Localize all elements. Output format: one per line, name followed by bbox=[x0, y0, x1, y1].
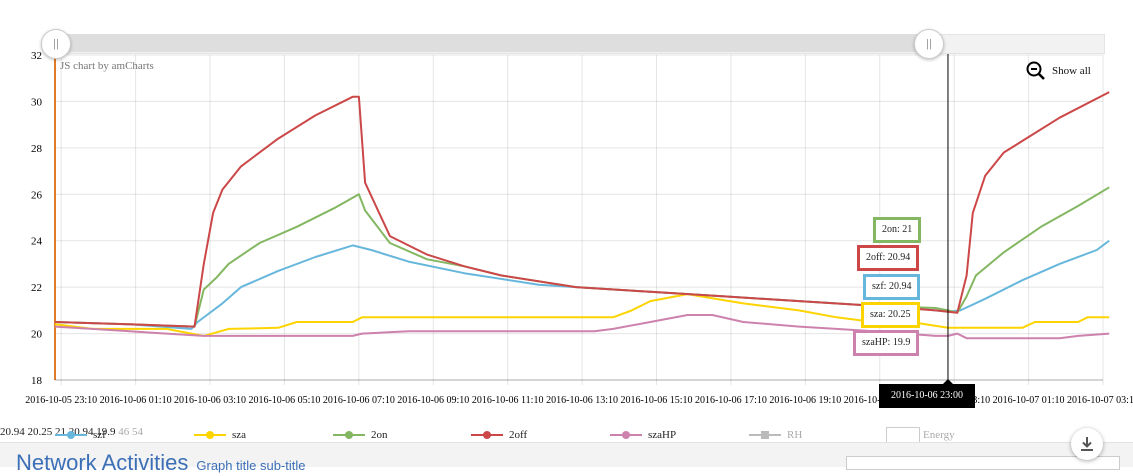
balloon-2on: 2on: 21 bbox=[873, 217, 922, 243]
balloon-sza: sza: 20.25 bbox=[861, 302, 920, 328]
legend-label-sza: sza bbox=[232, 429, 247, 441]
x-tick-label: 2016-10-05 23:10 bbox=[25, 395, 97, 406]
chart-credit[interactable]: JS chart by amCharts bbox=[60, 60, 154, 72]
legend-marker-sza bbox=[194, 431, 226, 439]
scrollbar-left-grip[interactable]: || bbox=[41, 29, 71, 59]
series-line-szaHP bbox=[54, 314, 1110, 340]
show-all-button[interactable]: Show all bbox=[1026, 60, 1091, 82]
download-button[interactable] bbox=[1071, 428, 1103, 460]
balloon-2off: 2off: 20.94 bbox=[857, 245, 920, 271]
legend-item-RH[interactable]: RH bbox=[749, 426, 802, 444]
x-tick-label: 2016-10-06 15:10 bbox=[621, 395, 693, 406]
section-title: Network Activities Graph title sub-title bbox=[16, 450, 306, 476]
legend-item-szf[interactable]: szf bbox=[55, 426, 106, 444]
y-tick-label: 30 bbox=[31, 96, 43, 108]
y-tick-label: 20 bbox=[31, 329, 43, 341]
y-tick-label: 26 bbox=[31, 189, 43, 201]
legend-item-Energy[interactable]: Energy bbox=[917, 426, 955, 444]
y-tick-label: 24 bbox=[31, 236, 43, 248]
legend-value-szaHP: 19.9 bbox=[96, 426, 116, 438]
legend-item-sza[interactable]: sza bbox=[194, 426, 246, 444]
legend-marker-szf bbox=[55, 431, 87, 439]
legend-marker-szaHP bbox=[610, 431, 642, 439]
y-tick-label: 32 bbox=[31, 50, 42, 62]
x-tick-label: 2016-10-06 01:10 bbox=[100, 395, 172, 406]
download-icon bbox=[1081, 437, 1093, 451]
legend-value-szf: 20.94 bbox=[0, 426, 25, 438]
x-tick-label: 2016-10-06 11:10 bbox=[472, 395, 544, 406]
legend-item-2off[interactable]: 2off bbox=[471, 426, 527, 444]
x-tick-label: 2016-10-07 01:10 bbox=[993, 395, 1065, 406]
legend: szf 20.94 sza 20.25 2on 21 2off 20.94 sz… bbox=[0, 426, 1133, 444]
x-tick-label: 2016-10-07 03:10 bbox=[1067, 395, 1133, 406]
y-tick-label: 28 bbox=[31, 143, 43, 155]
legend-value-2on: 21 bbox=[55, 426, 66, 438]
legend-value-sza: 20.25 bbox=[27, 426, 53, 438]
legend-label-szaHP: szaHP bbox=[648, 429, 677, 441]
legend-item-2on[interactable]: 2on bbox=[333, 426, 388, 444]
x-tick-label: 2016-10-06 03:10 bbox=[174, 395, 246, 406]
x-tick-label: 2016-10-06 05:10 bbox=[248, 395, 320, 406]
legend-label-2off: 2off bbox=[509, 429, 528, 441]
legend-label-RH: RH bbox=[787, 429, 803, 441]
section-title-text: Network Activities bbox=[16, 450, 189, 475]
y-tick-label: 18 bbox=[31, 375, 43, 387]
legend-value-Energy: 54 bbox=[132, 426, 143, 438]
scrollbar-right-grip[interactable]: || bbox=[914, 29, 944, 59]
x-tick-label: 2016-10-06 17:10 bbox=[695, 395, 767, 406]
balloon-szaHP: szaHP: 19.9 bbox=[853, 330, 920, 356]
legend-label-Energy: Energy bbox=[923, 429, 955, 441]
x-tick-label: 2016-10-06 07:10 bbox=[323, 395, 395, 406]
legend-value-RH: 46 bbox=[118, 426, 130, 438]
scrollbar-selection[interactable] bbox=[55, 34, 928, 52]
legend-label-szf: szf bbox=[93, 429, 106, 441]
cursor-pointer bbox=[942, 379, 953, 384]
legend-marker-RH bbox=[749, 431, 781, 439]
balloon-szf: szf: 20.94 bbox=[863, 274, 921, 300]
legend-label-2on: 2on bbox=[371, 429, 388, 441]
x-tick-label: 2016-10-06 19:10 bbox=[769, 395, 841, 406]
legend-item-szaHP[interactable]: szaHP bbox=[610, 426, 676, 444]
show-all-label: Show all bbox=[1052, 65, 1091, 77]
x-tick-label: 2016-10-06 09:10 bbox=[397, 395, 469, 406]
y-tick-label: 22 bbox=[31, 282, 42, 294]
cursor-time-label: 2016-10-06 23:00 bbox=[879, 384, 975, 408]
zoom-out-icon bbox=[1026, 61, 1045, 80]
series-line-2off bbox=[54, 91, 1110, 328]
legend-marker-2off bbox=[471, 431, 503, 439]
x-tick-label: 2016-10-06 13:10 bbox=[546, 395, 618, 406]
legend-marker-2on bbox=[333, 431, 365, 439]
